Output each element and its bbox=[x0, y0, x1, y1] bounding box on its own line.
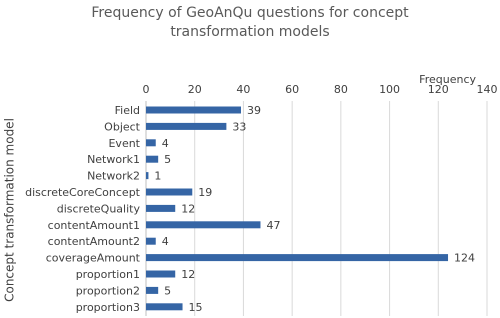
bar bbox=[146, 254, 449, 262]
bar bbox=[146, 122, 227, 130]
y-tick-label: Network2 bbox=[87, 170, 140, 183]
data-label: 12 bbox=[181, 268, 195, 281]
x-axis-label: Frequency bbox=[419, 73, 476, 86]
data-label: 4 bbox=[162, 235, 169, 248]
data-label: 4 bbox=[162, 137, 169, 150]
y-tick-label: discreteCoreConcept bbox=[25, 186, 141, 199]
bar bbox=[146, 139, 156, 147]
x-tick-label: 60 bbox=[285, 83, 299, 96]
bar bbox=[146, 221, 261, 229]
data-label: 33 bbox=[232, 120, 246, 133]
bar bbox=[146, 286, 159, 294]
bar bbox=[146, 188, 193, 196]
y-tick-label: proportion2 bbox=[76, 284, 140, 297]
x-tick-label: 40 bbox=[236, 83, 250, 96]
bar bbox=[146, 204, 176, 212]
bar bbox=[146, 237, 156, 245]
data-label: 15 bbox=[189, 301, 203, 314]
x-tick-label: 100 bbox=[379, 83, 400, 96]
y-tick-label: contentAmount2 bbox=[48, 235, 140, 248]
data-label: 1 bbox=[154, 170, 161, 183]
y-tick-label: discreteQuality bbox=[57, 202, 141, 215]
data-label: 19 bbox=[198, 186, 212, 199]
y-tick-label: contentAmount1 bbox=[48, 219, 140, 232]
y-axis-label: Concept transformation model bbox=[3, 118, 17, 302]
x-tick-label: 140 bbox=[477, 83, 498, 96]
data-label: 39 bbox=[247, 104, 261, 117]
y-tick-label: Network1 bbox=[87, 153, 140, 166]
y-tick-label: Field bbox=[115, 104, 140, 117]
y-tick-label: proportion1 bbox=[76, 268, 140, 281]
y-tick-label: Object bbox=[104, 120, 141, 133]
data-label: 5 bbox=[164, 153, 171, 166]
bar bbox=[146, 155, 159, 163]
data-label: 124 bbox=[454, 252, 475, 265]
bar bbox=[146, 106, 241, 114]
data-label: 47 bbox=[266, 219, 280, 232]
y-tick-label: proportion3 bbox=[76, 301, 140, 314]
chart-title: Frequency of GeoAnQu questions for conce… bbox=[91, 5, 409, 40]
bar bbox=[146, 270, 176, 278]
data-label: 12 bbox=[181, 202, 195, 215]
bar bbox=[146, 172, 149, 180]
x-tick-label: 20 bbox=[188, 83, 202, 96]
data-label: 5 bbox=[164, 284, 171, 297]
y-tick-label: coverageAmount bbox=[46, 252, 141, 265]
bar bbox=[146, 303, 183, 311]
x-tick-label: 0 bbox=[143, 83, 150, 96]
x-tick-label: 80 bbox=[334, 83, 348, 96]
y-tick-label: Event bbox=[108, 137, 140, 150]
x-tick-label: 120 bbox=[428, 83, 449, 96]
